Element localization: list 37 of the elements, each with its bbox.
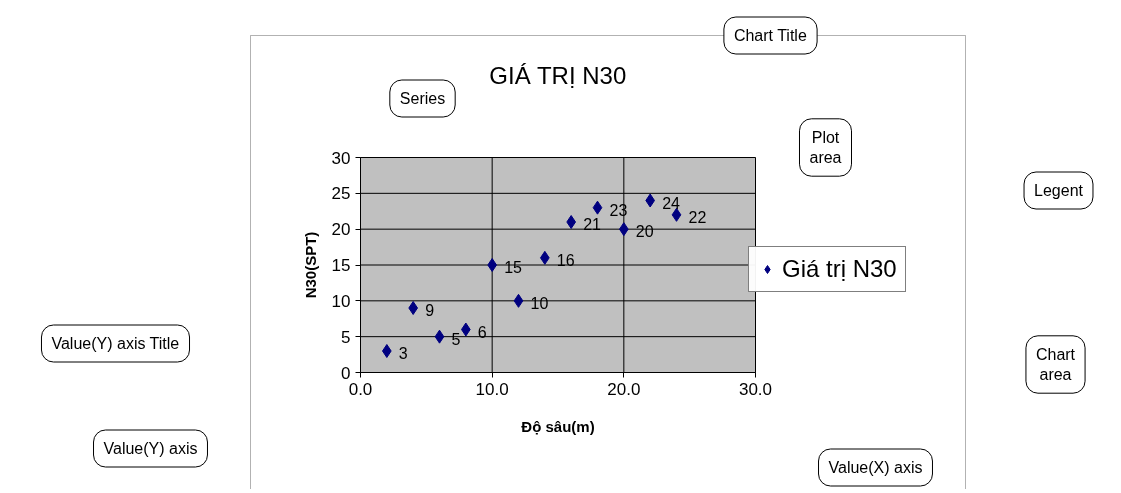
point: [592, 200, 603, 215]
text: Value(X) axis: [828, 459, 923, 476]
text: Series: [399, 90, 446, 107]
y-tick-label: 10: [331, 291, 351, 311]
data-label: 24: [662, 194, 681, 212]
y-tick-label: 0: [341, 363, 351, 383]
point: [487, 258, 497, 272]
y-axis-title: N30(SPT): [301, 231, 319, 299]
text: Chart Title: [733, 27, 807, 44]
text: Chart area: [1035, 345, 1076, 384]
y-tick-label: 25: [331, 184, 351, 204]
y-tick-label: 30: [331, 148, 351, 168]
x-tick-label: 20.0: [607, 379, 641, 399]
x-tick-label: 30.0: [738, 379, 773, 399]
chart-title: GIÁ TRỊ N30: [489, 62, 627, 89]
point: [434, 329, 445, 344]
x-tick-label: 10.0: [475, 379, 509, 399]
point: [382, 344, 392, 358]
x-tick-label: 0.0: [348, 379, 373, 399]
legend-label: Giá trị N30: [782, 255, 897, 283]
data-label: 15: [504, 259, 523, 276]
data-label: 3: [398, 345, 408, 362]
x-axis-title: Độ sâu(m): [521, 417, 595, 435]
text: Legent: [1034, 182, 1084, 199]
text: Plot area: [809, 128, 842, 167]
y-tick-label: 20: [331, 220, 351, 240]
y-tick-label: 5: [341, 327, 351, 347]
point: [566, 215, 576, 229]
data-label: 22: [688, 208, 707, 226]
data-label: 16: [556, 251, 575, 269]
text: Value(Y) axis: [103, 440, 198, 457]
text: Value(Y) axis Title: [51, 335, 180, 352]
point: [408, 301, 418, 315]
point: [513, 293, 524, 308]
data-label: 21: [583, 216, 602, 233]
y-tick-label: 15: [331, 256, 351, 275]
data-label: 9: [425, 302, 435, 319]
